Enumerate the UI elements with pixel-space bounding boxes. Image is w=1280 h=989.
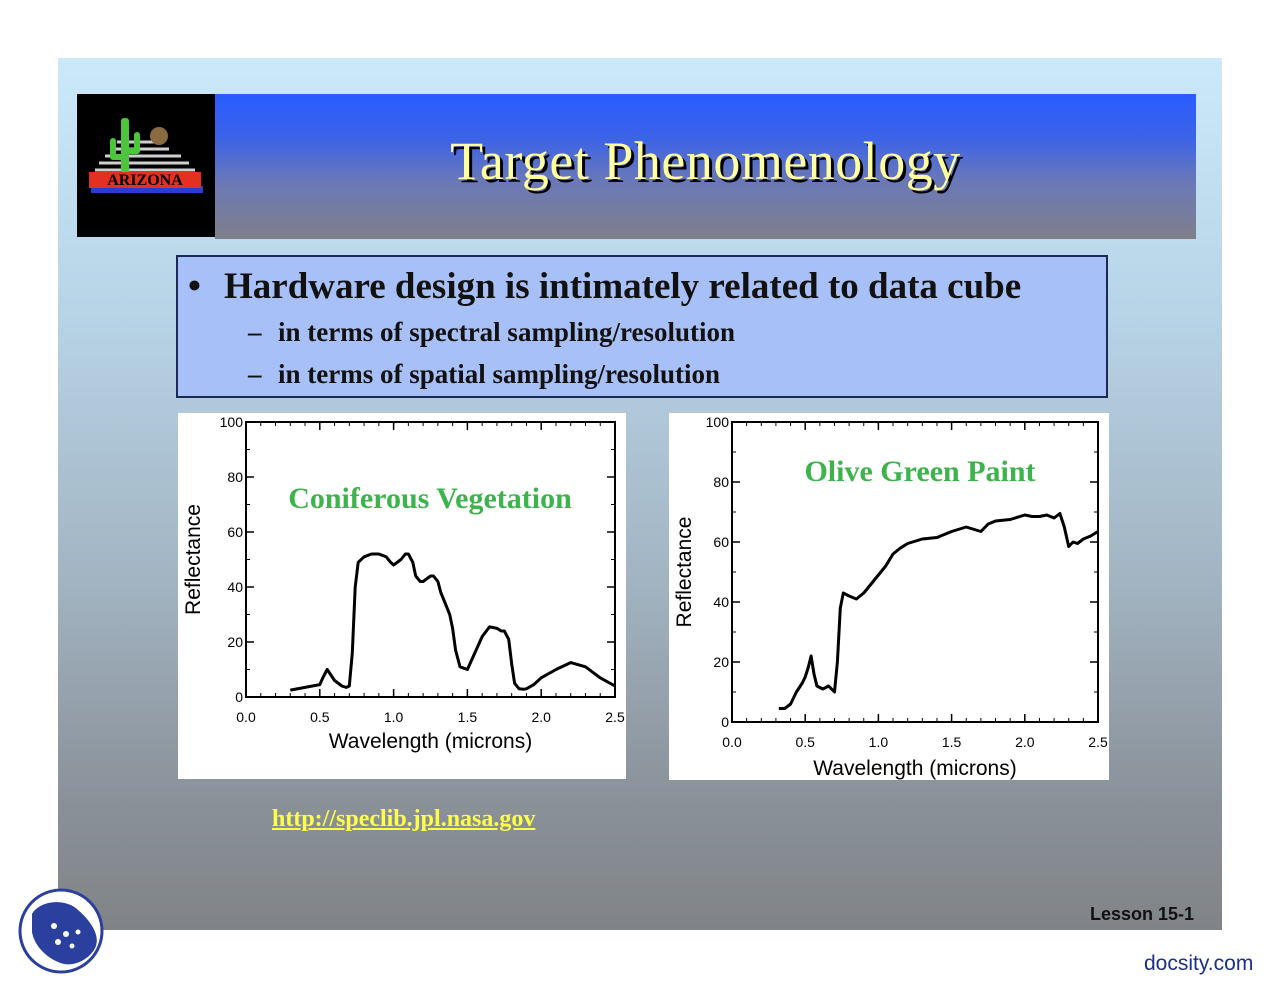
speclib-link[interactable]: http://speclib.jpl.nasa.gov [272, 806, 536, 832]
y-tick-label: 100 [706, 414, 730, 430]
y-tick-label: 40 [227, 579, 243, 595]
chart-title: Olive Green Paint [804, 455, 1035, 488]
main-bullet: • Hardware design is intimately related t… [188, 265, 1021, 308]
x-tick-label: 2.5 [1088, 734, 1108, 750]
docsity-logo-icon [18, 888, 104, 974]
docsity-watermark: docsity.com [1144, 952, 1254, 975]
y-axis-label: Reflectance [673, 517, 696, 628]
x-tick-label: 2.5 [605, 709, 625, 725]
title-bar: Target Phenomenology [215, 94, 1196, 239]
cactus-sun-icon: ARIZONA [89, 118, 203, 193]
sub-bullet-marker: – [248, 359, 262, 389]
chart-title: Coniferous Vegetation [288, 482, 572, 515]
plot-frame [245, 421, 616, 698]
y-tick-label: 20 [713, 654, 729, 670]
y-tick-label: 80 [227, 469, 243, 485]
x-tick-label: 0.0 [236, 709, 256, 725]
x-tick-label: 2.0 [531, 709, 551, 725]
y-tick-label: 0 [721, 714, 729, 730]
x-axis-label: Wavelength (microns) [329, 730, 532, 753]
x-axis-label: Wavelength (microns) [813, 757, 1016, 780]
bullet-box: • Hardware design is intimately related t… [176, 255, 1108, 398]
spectrum-line [778, 512, 1099, 710]
bullet-marker: • [188, 266, 201, 307]
y-tick-label: 40 [713, 594, 729, 610]
y-tick-label: 100 [220, 414, 244, 430]
x-tick-label: 2.0 [1015, 734, 1035, 750]
y-tick-label: 60 [713, 534, 729, 550]
x-tick-label: 1.5 [458, 709, 478, 725]
x-tick-label: 0.5 [310, 709, 330, 725]
x-tick-label: 0.0 [722, 734, 742, 750]
sub-bullet-marker: – [248, 317, 262, 347]
spectrum-line [290, 552, 616, 692]
chart-coniferous-vegetation: 0 20 40 60 80 100 0.0 0.5 1.0 1.5 2.0 2.5 Wavelength… [178, 413, 626, 779]
y-tick-label: 80 [713, 474, 729, 490]
sub-bullet-text: in terms of spectral sampling/resolution [278, 317, 735, 347]
x-tick-label: 1.0 [869, 734, 889, 750]
y-tick-label: 60 [227, 524, 243, 540]
chart-svg: 0 20 40 60 80 100 0.0 0.5 1.0 1.5 2.0 2.5 Wavelength… [182, 414, 625, 753]
x-tick-label: 1.5 [942, 734, 962, 750]
sub-bullet-spatial: – in terms of spatial sampling/resolution [248, 359, 720, 390]
x-tick-label: 1.0 [384, 709, 404, 725]
main-bullet-text: Hardware design is intimately related to… [224, 266, 1022, 307]
chart-olive-green-paint: 0 20 40 60 80 100 0.0 0.5 1.0 1.5 2.0 2.5 Wavelength… [669, 413, 1109, 780]
sub-bullet-text: in terms of spatial sampling/resolution [278, 359, 721, 389]
logo-text: ARIZONA [107, 172, 183, 189]
y-axis-label: Reflectance [182, 504, 205, 615]
lesson-number: Lesson 15-1 [1090, 904, 1195, 924]
y-tick-label: 0 [235, 689, 243, 705]
slide-title: Target Phenomenology [450, 131, 961, 191]
chart-svg: 0 20 40 60 80 100 0.0 0.5 1.0 1.5 2.0 2.5 Wavelength… [673, 414, 1108, 780]
arizona-logo: ARIZONA [77, 94, 215, 237]
x-tick-label: 0.5 [795, 734, 815, 750]
y-tick-label: 20 [227, 634, 243, 650]
sub-bullet-spectral: – in terms of spectral sampling/resolutio… [248, 317, 735, 348]
